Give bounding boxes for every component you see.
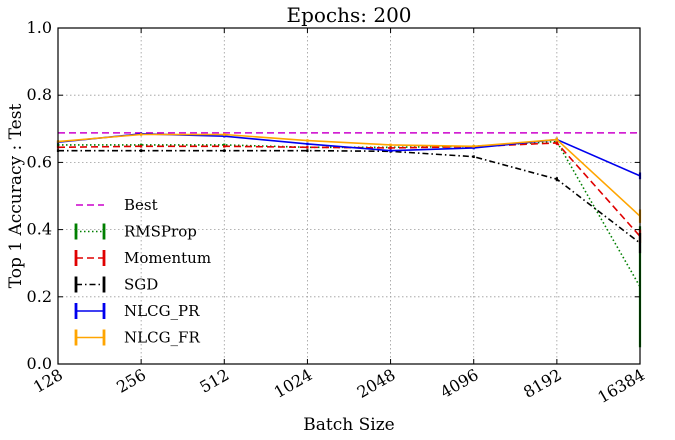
legend-label: RMSProp bbox=[124, 223, 197, 241]
y-axis-label: Top 1 Accuracy : Test bbox=[6, 104, 26, 289]
legend-label: Best bbox=[124, 196, 158, 214]
x-axis-label: Batch Size bbox=[303, 415, 394, 435]
x-tick-label: 8192 bbox=[520, 365, 565, 402]
x-tick-label: 4096 bbox=[437, 365, 482, 402]
legend-item: RMSProp bbox=[74, 223, 197, 241]
legend-item: SGD bbox=[74, 276, 158, 294]
y-tick-label: 0.0 bbox=[27, 354, 52, 373]
x-tick-label: 256 bbox=[113, 365, 149, 397]
y-tick-label: 1.0 bbox=[27, 18, 52, 37]
y-tick-label: 0.8 bbox=[27, 85, 52, 104]
legend-label: NLCG_PR bbox=[124, 302, 200, 320]
legend: Best RMSProp Momentum SGD NLCG_PR NLCG_FR bbox=[74, 196, 211, 347]
x-tick-label: 1024 bbox=[271, 365, 316, 402]
legend-item: NLCG_FR bbox=[74, 329, 200, 347]
x-tick-label: 512 bbox=[196, 365, 232, 397]
legend-item: Best bbox=[76, 196, 158, 214]
x-tick-label: 16384 bbox=[594, 365, 648, 407]
legend-item: Momentum bbox=[74, 249, 211, 267]
legend-item: NLCG_PR bbox=[74, 302, 200, 320]
y-tick-label: 0.4 bbox=[27, 220, 52, 239]
y-axis-ticks: 0.0 0.2 0.4 0.6 0.8 1.0 bbox=[27, 18, 640, 373]
y-tick-label: 0.6 bbox=[27, 152, 52, 171]
x-axis-ticks: 128 256 512 1024 2048 4096 8192 16384 bbox=[30, 28, 648, 407]
legend-label: NLCG_FR bbox=[124, 329, 200, 347]
legend-label: SGD bbox=[124, 276, 158, 294]
legend-label: Momentum bbox=[124, 249, 211, 267]
y-tick-label: 0.2 bbox=[27, 287, 52, 306]
x-tick-label: 2048 bbox=[354, 365, 399, 402]
series-line bbox=[57, 133, 641, 217]
chart-title: Epochs: 200 bbox=[286, 3, 411, 27]
plot-frame bbox=[57, 27, 641, 365]
series-line bbox=[58, 149, 641, 244]
series-line bbox=[58, 140, 641, 288]
